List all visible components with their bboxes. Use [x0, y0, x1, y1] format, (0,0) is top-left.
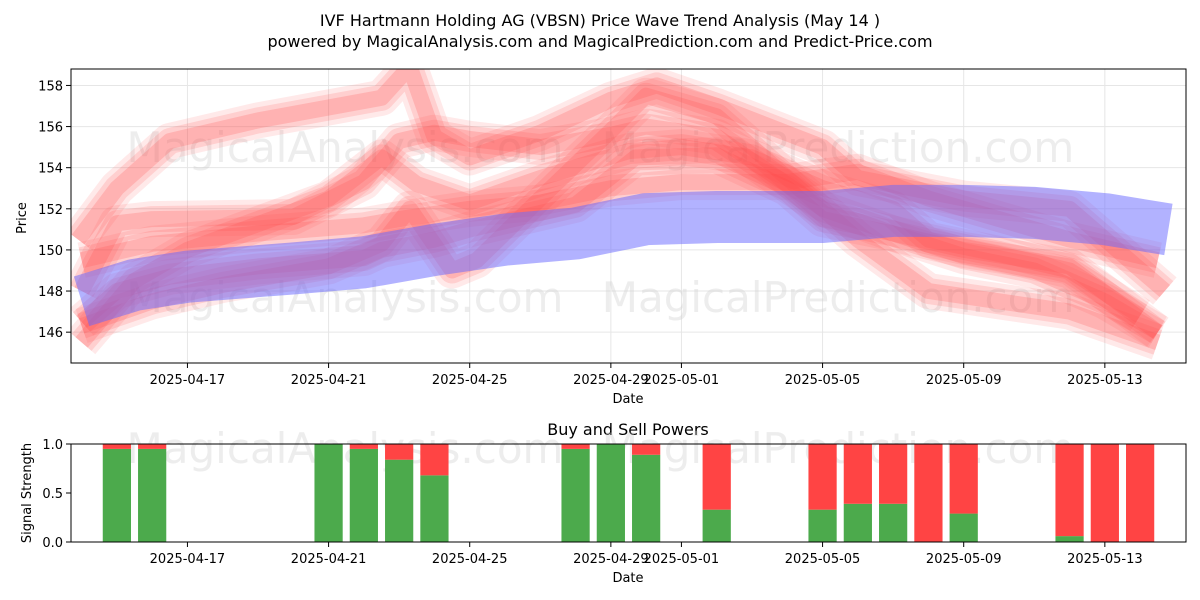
- red-wave-band-4-layer-0: [71, 129, 1150, 355]
- signal-xtick-label-3: 2025-04-29: [573, 552, 649, 567]
- chart-title-line2: powered by MagicalAnalysis.com and Magic…: [267, 32, 932, 51]
- buy-bar-8: [632, 454, 661, 542]
- watermark-prediction-mid: MagicalPrediction.com: [602, 273, 1075, 322]
- buy-bar-0: [102, 448, 131, 542]
- watermark-prediction-top: MagicalPrediction.com: [602, 123, 1075, 172]
- price-xlabel: Date: [612, 392, 643, 407]
- sell-bar-8: [632, 444, 661, 455]
- sell-bar-12: [879, 444, 908, 504]
- buy-bar-12: [879, 503, 908, 542]
- signal-bars: [102, 444, 1155, 542]
- price-axes: 2025-04-17 2025-04-21 2025-04-25 2025-04-29…: [38, 79, 1142, 388]
- sell-bar-14: [949, 444, 978, 514]
- signal-ylabel: Signal Strength: [20, 443, 35, 543]
- sell-bar-13: [914, 444, 943, 542]
- price-bands: [71, 69, 1177, 360]
- price-panel: MagicalAnalysis.com MagicalPrediction.co…: [15, 68, 1187, 407]
- signal-panel: Buy and Sell Powers MagicalAnalysis.com …: [20, 420, 1187, 586]
- watermark-analysis-bottom: MagicalAnalysis.com: [127, 424, 564, 473]
- watermark-analysis-top: MagicalAnalysis.com: [127, 123, 564, 172]
- sell-bar-10: [808, 444, 837, 510]
- sell-bar-5: [420, 444, 449, 476]
- red-wave-band-1-layer-2: [74, 118, 1163, 339]
- signal-xtick-label-2: 2025-04-25: [432, 552, 508, 567]
- sell-bar-3: [349, 444, 378, 449]
- price-frame: [70, 68, 1187, 364]
- signal-watermarks: MagicalAnalysis.com MagicalPrediction.co…: [127, 424, 1075, 473]
- watermark-prediction-bottom: MagicalPrediction.com: [602, 424, 1075, 473]
- price-xtick-label-3: 2025-04-29: [573, 373, 649, 388]
- sell-bar-9: [702, 444, 731, 510]
- sell-bar-17: [1126, 444, 1155, 542]
- signal-xtick-label-5: 2025-05-05: [785, 552, 861, 567]
- buy-bar-11: [843, 503, 872, 542]
- buy-bar-1: [138, 448, 167, 542]
- signal-xtick-label-4: 2025-05-01: [644, 552, 720, 567]
- signal-xtick-label-1: 2025-04-21: [291, 552, 367, 567]
- blue-wave-band-0: [73, 184, 1173, 327]
- price-xtick-label-7: 2025-05-13: [1067, 373, 1143, 388]
- price-ytick-label-6: 158: [38, 79, 63, 94]
- price-ytick-label-4: 154: [38, 162, 63, 177]
- sell-bar-1: [138, 444, 167, 449]
- signal-xtick-label-7: 2025-05-13: [1067, 552, 1143, 567]
- buy-bar-6: [561, 448, 590, 542]
- sell-bar-11: [843, 444, 872, 504]
- signal-xtick-label-0: 2025-04-17: [150, 552, 226, 567]
- buy-bar-3: [349, 448, 378, 542]
- signal-xlabel: Date: [612, 571, 643, 586]
- signal-axes: 2025-04-17 2025-04-21 2025-04-25 2025-04-29…: [42, 438, 1142, 567]
- signal-xtick-label-6: 2025-05-09: [926, 552, 1002, 567]
- red-wave-band-1-layer-1: [71, 113, 1166, 343]
- price-xtick-label-1: 2025-04-21: [291, 373, 367, 388]
- buy-bar-2: [314, 444, 343, 542]
- red-wave-band-3-layer-1: [71, 69, 1174, 301]
- buy-bar-4: [385, 459, 414, 542]
- price-xtick-label-5: 2025-05-05: [785, 373, 861, 388]
- price-ytick-label-0: 146: [38, 326, 63, 341]
- price-watermarks: MagicalAnalysis.com MagicalPrediction.co…: [127, 123, 1075, 322]
- buy-bar-15: [1055, 536, 1084, 542]
- signal-ytick-label-0: 0.0: [42, 536, 63, 551]
- buy-bar-10: [808, 509, 837, 542]
- buy-bar-7: [596, 444, 625, 542]
- sell-bar-15: [1055, 444, 1084, 537]
- buy-bar-9: [702, 509, 731, 542]
- buy-bar-5: [420, 475, 449, 542]
- red-wave-band-3-layer-2: [71, 69, 1171, 298]
- red-wave-band-4-layer-1: [71, 134, 1148, 351]
- sell-bar-4: [385, 444, 414, 460]
- red-wave-band-1-layer-0: [71, 108, 1169, 347]
- signal-ytick-label-2: 1.0: [42, 438, 63, 453]
- price-ytick-label-5: 156: [38, 121, 63, 136]
- red-wave-band-4-layer-2: [75, 139, 1145, 348]
- price-ytick-label-2: 150: [38, 244, 63, 259]
- chart-title-line1: IVF Hartmann Holding AG (VBSN) Price Wav…: [320, 11, 880, 30]
- signal-title: Buy and Sell Powers: [547, 420, 709, 439]
- sell-bar-6: [561, 444, 590, 449]
- sell-bar-16: [1090, 444, 1119, 542]
- price-ylabel: Price: [15, 202, 30, 234]
- price-xtick-label-2: 2025-04-25: [432, 373, 508, 388]
- signal-ytick-label-1: 0.5: [42, 487, 63, 502]
- price-xtick-label-0: 2025-04-17: [150, 373, 226, 388]
- price-ytick-label-1: 148: [38, 285, 63, 300]
- buy-bar-14: [949, 513, 978, 542]
- price-xtick-label-4: 2025-05-01: [644, 373, 720, 388]
- sell-bar-0: [102, 444, 131, 449]
- price-ytick-label-3: 152: [38, 203, 63, 218]
- price-xtick-label-6: 2025-05-09: [926, 373, 1002, 388]
- red-wave-band-3-layer-0: [71, 69, 1177, 305]
